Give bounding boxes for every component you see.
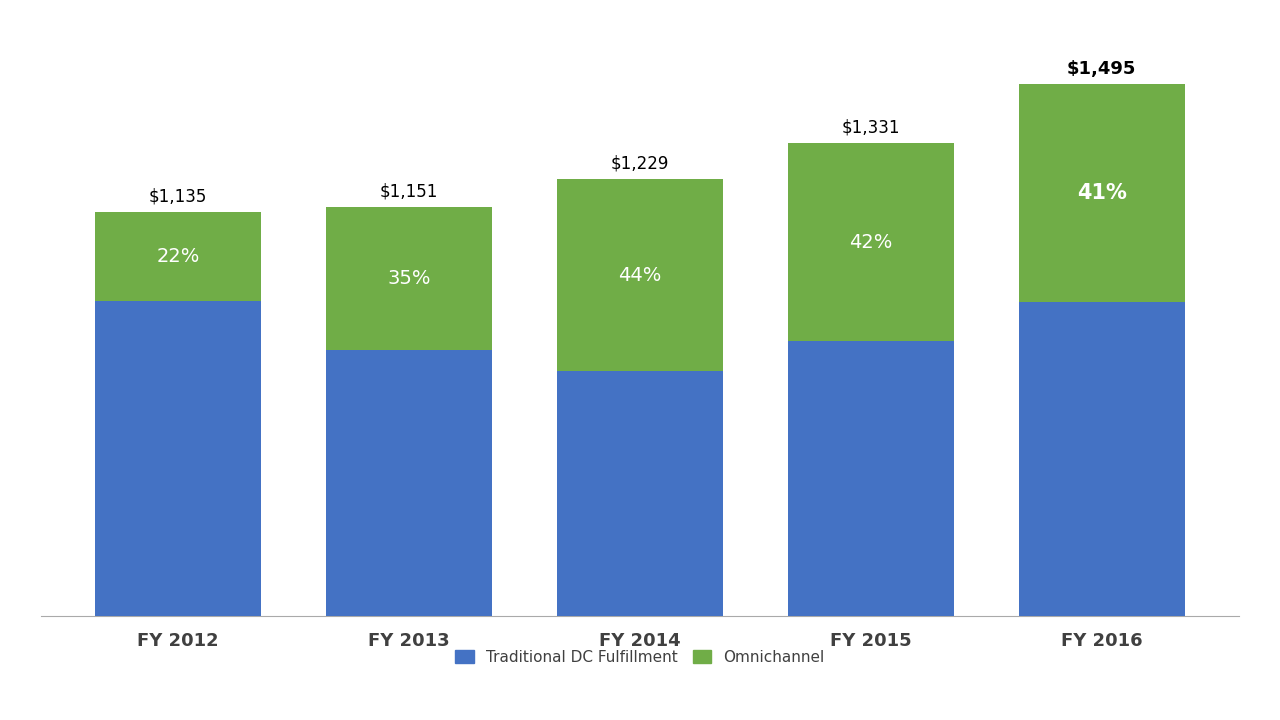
- Text: 41%: 41%: [1076, 184, 1126, 203]
- Text: 22%: 22%: [156, 247, 200, 266]
- Text: 42%: 42%: [849, 233, 892, 251]
- Text: $1,331: $1,331: [842, 118, 900, 136]
- Bar: [1019, 84, 1185, 302]
- Text: 35%: 35%: [388, 269, 431, 288]
- Legend: Traditional DC Fulfillment, Omnichannel: Traditional DC Fulfillment, Omnichannel: [448, 642, 832, 672]
- Bar: [95, 301, 261, 616]
- Bar: [557, 179, 723, 371]
- Bar: [1019, 302, 1185, 616]
- Bar: [95, 212, 261, 301]
- Bar: [787, 143, 954, 341]
- Bar: [787, 341, 954, 616]
- Text: $1,495: $1,495: [1068, 60, 1137, 78]
- Text: 44%: 44%: [618, 266, 662, 284]
- Bar: [326, 350, 493, 616]
- Text: $1,229: $1,229: [611, 155, 669, 173]
- Bar: [326, 207, 493, 350]
- Bar: [557, 371, 723, 616]
- Text: $1,151: $1,151: [380, 182, 438, 200]
- Text: $1,135: $1,135: [148, 188, 207, 206]
